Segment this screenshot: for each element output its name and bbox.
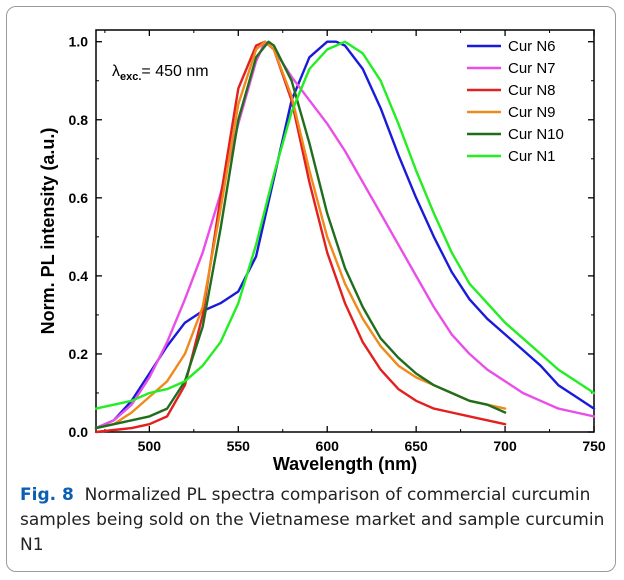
legend-label: Cur N8 [508, 82, 556, 99]
axis-ticks: 500 550 600 650 700 750 0.0 0.2 0.4 0.6 0.8 1.0 [69, 30, 606, 454]
legend-label: Cur N9 [508, 104, 556, 121]
pl-spectra-chart: 500 550 600 650 700 750 0.0 0.2 0.4 0.6 0.8 1.0 Cur… [38, 29, 606, 474]
y-tick-label: 1.0 [69, 34, 89, 50]
x-tick-label: 650 [404, 438, 428, 454]
x-tick-label: 500 [138, 438, 162, 454]
legend-label: Cur N6 [508, 38, 556, 55]
y-tick-label: 0.6 [69, 190, 89, 206]
x-tick-label: 550 [227, 438, 251, 454]
series-line-cur-n7 [94, 40, 596, 430]
annotation-value: = 450 nm [141, 63, 208, 80]
legend-label: Cur N1 [508, 148, 556, 165]
series-line-cur-n6 [94, 40, 596, 430]
annotation-subscript: exc. [120, 71, 141, 83]
y-tick-label: 0.8 [69, 112, 89, 128]
y-tick-label: 0.2 [69, 346, 89, 362]
x-tick-label: 750 [582, 438, 606, 454]
x-axis-label: Wavelength (nm) [273, 454, 417, 474]
y-tick-label: 0.0 [69, 424, 89, 440]
y-tick-label: 0.4 [69, 268, 89, 284]
series-lines [94, 40, 596, 434]
series-line-cur-n10 [94, 40, 507, 430]
legend: Cur N6 Cur N7 Cur N8 Cur N9 Cur N10 Cur N1 [467, 38, 564, 165]
x-tick-label: 700 [493, 438, 517, 454]
legend-label: Cur N10 [508, 126, 564, 143]
y-axis-label: Norm. PL intensity (a.u.) [38, 128, 58, 335]
plot-area [95, 29, 595, 433]
caption-text: Normalized PL spectra comparison of comm… [20, 485, 605, 555]
legend-label: Cur N7 [508, 60, 556, 77]
plot-border [95, 29, 595, 433]
series-line-cur-n1 [94, 40, 596, 410]
lambda-symbol: λ [112, 63, 120, 80]
figure-caption: Fig. 8 Normalized PL spectra comparison … [20, 483, 608, 558]
excitation-annotation: λexc.= 450 nm [112, 63, 209, 83]
x-tick-label: 600 [316, 438, 340, 454]
caption-label: Fig. 8 [20, 485, 74, 505]
figure-frame [6, 6, 616, 572]
